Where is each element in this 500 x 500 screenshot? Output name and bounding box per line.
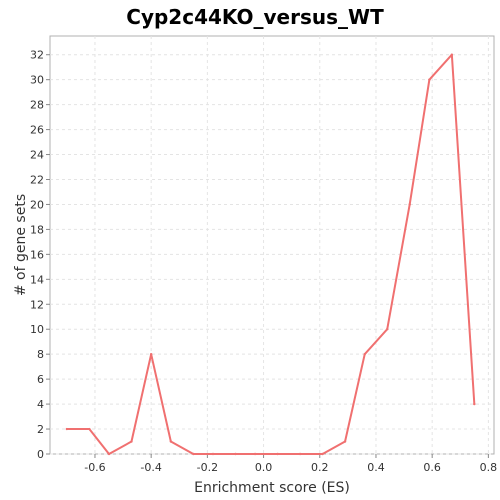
data-point bbox=[363, 352, 366, 356]
y-tick-label: 18 bbox=[30, 223, 44, 236]
y-tick-label: 30 bbox=[30, 74, 44, 87]
y-tick-label: 26 bbox=[30, 124, 44, 137]
data-point bbox=[343, 440, 347, 443]
data-point bbox=[253, 452, 257, 456]
x-tick-label: -0.2 bbox=[197, 461, 218, 474]
x-tick-label: 0.4 bbox=[367, 461, 385, 474]
data-point bbox=[298, 452, 302, 456]
y-tick-label: 10 bbox=[30, 323, 44, 336]
chart-title: Cyp2c44KO_versus_WT bbox=[126, 5, 384, 29]
data-point bbox=[428, 78, 431, 81]
plot-area bbox=[49, 35, 495, 455]
y-tick-label: 20 bbox=[30, 198, 44, 211]
data-point bbox=[130, 440, 133, 443]
data-point bbox=[450, 53, 454, 56]
data-point bbox=[276, 452, 279, 456]
data-point bbox=[169, 440, 173, 443]
series-group bbox=[65, 53, 476, 456]
data-point bbox=[234, 452, 237, 456]
y-tick-label: 28 bbox=[30, 99, 44, 112]
y-tick-label: 14 bbox=[30, 273, 44, 286]
data-point bbox=[408, 203, 411, 206]
y-tick-label: 32 bbox=[30, 49, 44, 62]
y-tick-label: 6 bbox=[37, 373, 44, 386]
y-tick-label: 22 bbox=[30, 173, 44, 186]
y-tick-label: 16 bbox=[30, 248, 44, 261]
x-tick-label: 0.2 bbox=[311, 461, 329, 474]
data-point bbox=[88, 427, 91, 431]
x-axis-label: Enrichment score (ES) bbox=[194, 480, 350, 496]
data-point bbox=[65, 427, 69, 431]
x-tick-label: 0.0 bbox=[255, 461, 273, 474]
y-tick-label: 8 bbox=[37, 348, 44, 361]
data-point bbox=[107, 452, 111, 456]
data-point bbox=[386, 328, 389, 331]
x-tick-label: 0.6 bbox=[423, 461, 441, 474]
x-tick-label: -0.6 bbox=[84, 461, 105, 474]
x-axis: -0.6 -0.4 -0.2 0.0 0.2 0.4 0.6 0.8 bbox=[84, 454, 497, 474]
series-line bbox=[65, 53, 476, 455]
y-tick-label: 0 bbox=[37, 448, 44, 461]
data-point bbox=[473, 402, 476, 406]
data-point bbox=[321, 452, 324, 456]
data-point bbox=[211, 452, 215, 456]
grid-lines bbox=[50, 36, 494, 455]
data-point bbox=[192, 452, 195, 456]
y-tick-label: 4 bbox=[37, 398, 44, 411]
y-tick-label: 12 bbox=[30, 298, 44, 311]
y-tick-label: 24 bbox=[30, 149, 44, 162]
y-axis-label: # of gene sets bbox=[13, 194, 29, 296]
x-tick-label: 0.8 bbox=[480, 461, 498, 474]
y-tick-label: 2 bbox=[37, 423, 44, 436]
x-tick-label: -0.4 bbox=[140, 461, 161, 474]
data-point bbox=[149, 352, 153, 356]
